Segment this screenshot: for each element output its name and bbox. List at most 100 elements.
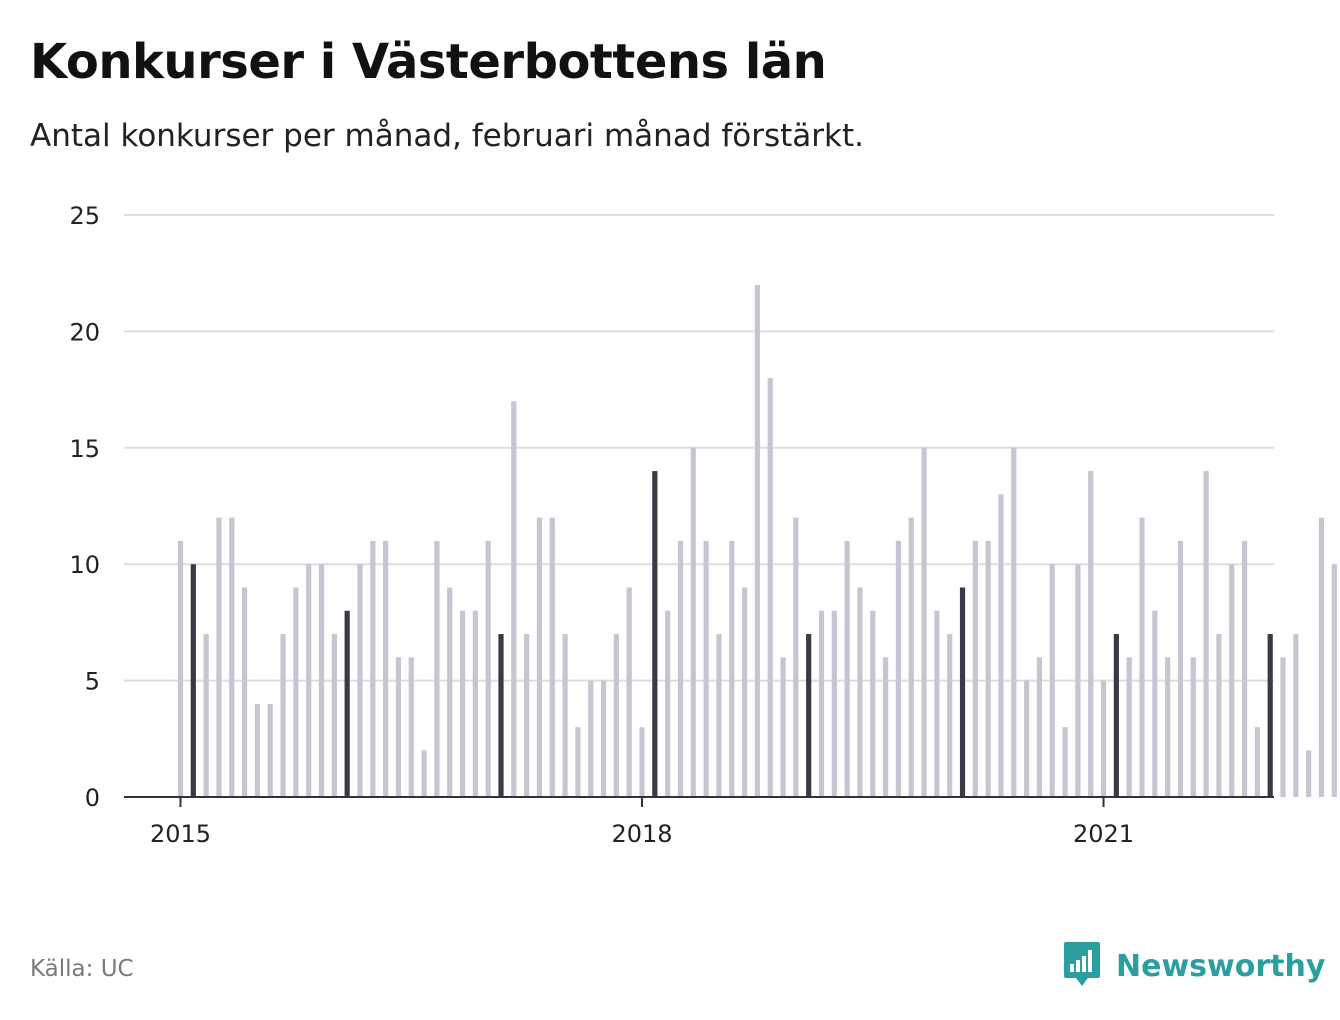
bar: [626, 587, 632, 797]
bar: [267, 703, 273, 797]
bar: [536, 517, 543, 797]
bar: [177, 540, 184, 797]
y-tick-label: 5: [85, 668, 100, 696]
bar: [806, 634, 812, 797]
bar: [511, 401, 517, 797]
bar: [1267, 634, 1273, 797]
bar: [1216, 634, 1222, 797]
bar: [1280, 657, 1286, 797]
bar: [203, 634, 209, 797]
brand-logo: Newsworthy: [1062, 940, 1325, 992]
bar: [190, 564, 196, 797]
bar: [959, 587, 966, 797]
bar: [357, 564, 363, 797]
bar: [344, 610, 350, 797]
bar: [703, 540, 709, 797]
bar: [1049, 564, 1055, 797]
bar: [434, 540, 440, 797]
bar: [216, 517, 222, 797]
bar: [472, 610, 478, 797]
bar: [818, 610, 825, 797]
bar: [883, 657, 889, 797]
chart-subtitle: Antal konkurser per månad, februari måna…: [30, 118, 864, 154]
bar: [665, 610, 671, 797]
bar: [1331, 564, 1337, 797]
bar: [690, 447, 696, 797]
bar: [767, 377, 773, 797]
x-tick-label: 2015: [150, 820, 211, 848]
bar: [844, 540, 850, 797]
bar: [1293, 634, 1299, 797]
bar: [562, 634, 568, 797]
bar: [293, 587, 299, 797]
bar: [677, 540, 684, 797]
bar: [908, 517, 914, 797]
bar: [972, 540, 978, 797]
bar: [1011, 447, 1017, 797]
bar: [998, 494, 1004, 797]
x-tick-label: 2018: [611, 820, 672, 848]
bar: [895, 540, 902, 797]
bar: [229, 517, 235, 797]
bar: [1062, 727, 1068, 797]
bar: [524, 634, 530, 797]
bar: [716, 634, 722, 797]
bar: [831, 610, 837, 797]
bar: [1254, 727, 1260, 797]
bar: [1203, 471, 1209, 797]
bar: [934, 610, 940, 797]
bar: [331, 634, 337, 797]
bar: [1126, 657, 1132, 797]
bar: [1229, 564, 1235, 797]
bar: [639, 727, 645, 797]
bar: [447, 587, 453, 797]
bar: [1113, 634, 1119, 797]
bar: [395, 657, 402, 797]
bar: [1075, 564, 1081, 797]
bar: [421, 750, 427, 797]
bar: [729, 540, 735, 797]
source-note: Källa: UC: [30, 956, 134, 982]
bar: [652, 471, 658, 797]
bar: [921, 447, 927, 797]
bar: [1318, 517, 1325, 797]
y-tick-label: 15: [69, 435, 100, 463]
bar: [370, 540, 376, 797]
brand-name: Newsworthy: [1116, 948, 1326, 984]
bar: [1165, 657, 1171, 797]
grid-lines: [124, 214, 1274, 682]
bar: [947, 634, 953, 797]
bar: [1088, 471, 1094, 797]
bar: [1241, 540, 1248, 797]
bar: [600, 680, 607, 797]
bar: [306, 564, 312, 797]
bar: [793, 517, 799, 797]
bar: [254, 703, 261, 797]
bar: [280, 634, 286, 797]
y-tick-label: 0: [85, 784, 100, 812]
bar: [741, 587, 748, 797]
bar: [1306, 750, 1312, 797]
bar: [870, 610, 876, 797]
x-tick-label: 2021: [1073, 820, 1134, 848]
y-tick-label: 10: [69, 551, 100, 579]
bar: [549, 517, 555, 797]
bar: [383, 540, 389, 797]
bar: [1152, 610, 1158, 797]
bar: [613, 634, 619, 797]
bar: [754, 284, 760, 798]
bar: [1190, 657, 1196, 797]
bars: [177, 284, 1337, 798]
bar: [318, 564, 325, 797]
newsworthy-logo-icon: [1062, 940, 1102, 992]
x-axis: 2015201820212023: [124, 796, 1274, 848]
bar: [242, 587, 248, 797]
bar: [498, 634, 504, 797]
bar: [1100, 680, 1107, 797]
bar: [408, 657, 414, 797]
y-tick-label: 20: [69, 318, 100, 346]
bar: [485, 540, 491, 797]
y-axis-ticks: 0 5 10 15 20 25: [69, 202, 100, 812]
y-tick-label: 25: [69, 202, 100, 230]
bar: [575, 727, 581, 797]
